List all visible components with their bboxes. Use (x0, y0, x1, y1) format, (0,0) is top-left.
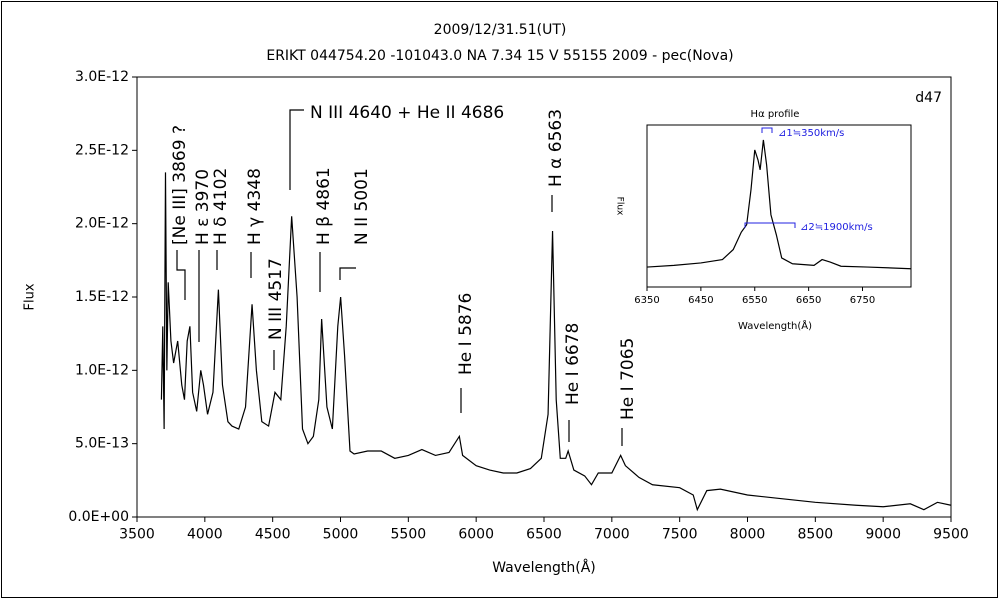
x-tick-label: 6750 (850, 295, 875, 306)
x-tick-label: 7500 (662, 527, 698, 543)
bracket (744, 222, 796, 228)
y-tick-label: 1.0E-12 (75, 362, 129, 378)
x-tick-label: 5000 (323, 527, 359, 543)
line-label: H α 6563 (546, 109, 566, 187)
x-tick-label: 5500 (391, 527, 427, 543)
line-label: N III 4517 (266, 258, 286, 340)
inset-annotation: ⊿1≒350km/s (778, 128, 844, 139)
x-tick-label: 6650 (796, 295, 821, 306)
y-tick-label: 2.5E-12 (75, 142, 129, 158)
inset-title: Hα profile (751, 109, 800, 120)
line-label: He I 6678 (563, 323, 583, 405)
y-axis-label: Flux (23, 283, 38, 310)
leader-line (176, 250, 186, 300)
chart-subtitle: ERIKT 044754.20 -101043.0 NA 7.34 15 V 5… (266, 48, 733, 64)
line-label: H γ 4348 (245, 168, 265, 245)
spectrum-line (646, 139, 912, 270)
x-tick-label: 6500 (526, 527, 562, 543)
plot-area (646, 124, 912, 288)
x-tick-label: 3500 (119, 527, 155, 543)
line-label: N II 5001 (352, 168, 372, 245)
x-tick-label: 9500 (933, 527, 969, 543)
line-label: [Ne III] 3869 ? (170, 125, 190, 245)
bracket (761, 127, 773, 133)
x-tick-label: 6450 (688, 295, 713, 306)
x-tick-label: 7000 (594, 527, 630, 543)
chart-title: 2009/12/31.51(UT) (434, 22, 567, 38)
y-tick-label: 3.0E-12 (75, 69, 129, 85)
line-label: N III 4640 + He II 4686 (310, 103, 504, 123)
x-tick-label: 4000 (187, 527, 223, 543)
panel-label: d47 (915, 90, 942, 106)
x-tick-label: 4500 (255, 527, 291, 543)
inset-y-label: Flux (615, 197, 625, 216)
line-label: H δ 4102 (211, 168, 231, 245)
y-tick-label: 0.0E+00 (68, 509, 129, 525)
x-axis-label: Wavelength(Å) (492, 559, 596, 576)
inset-annotation: ⊿2≒1900km/s (800, 222, 873, 233)
y-tick-label: 2.0E-12 (75, 216, 129, 232)
line-label: He I 7065 (618, 338, 638, 420)
y-tick-label: 1.5E-12 (75, 289, 129, 305)
x-tick-label: 8000 (730, 527, 766, 543)
x-tick-label: 6550 (742, 295, 767, 306)
x-tick-label: 6000 (458, 527, 494, 543)
x-tick-label: 8500 (798, 527, 834, 543)
y-tick-label: 5.0E-13 (75, 436, 129, 452)
line-label: He I 5876 (456, 293, 476, 375)
leader-line (289, 109, 304, 190)
inset-x-label: Wavelength(Å) (738, 319, 812, 332)
spectrum-line (160, 172, 952, 512)
line-label: H β 4861 (314, 167, 334, 245)
x-tick-label: 9000 (865, 527, 901, 543)
leader-line (339, 267, 356, 280)
x-tick-label: 6350 (634, 295, 659, 306)
line-label: H ε 3970 (193, 169, 213, 245)
